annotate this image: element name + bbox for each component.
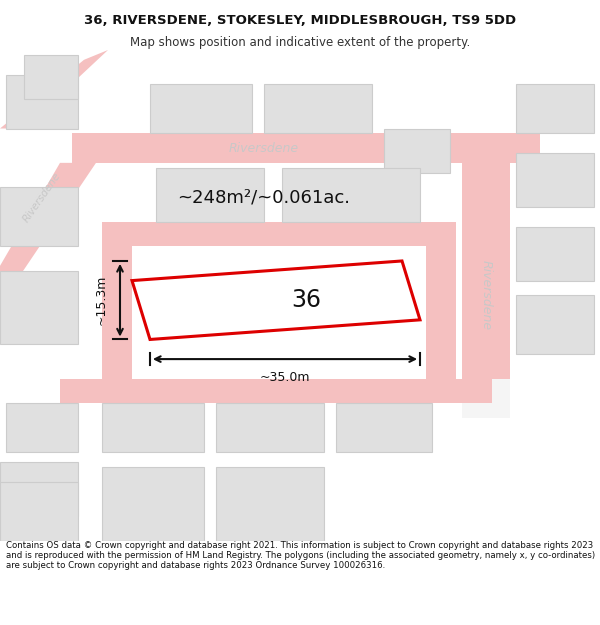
Polygon shape: [0, 163, 96, 305]
Polygon shape: [264, 84, 372, 133]
Polygon shape: [516, 153, 594, 207]
Polygon shape: [336, 403, 432, 452]
Polygon shape: [0, 188, 78, 246]
Polygon shape: [462, 148, 510, 418]
Text: Map shows position and indicative extent of the property.: Map shows position and indicative extent…: [130, 36, 470, 49]
Text: ~35.0m: ~35.0m: [260, 371, 310, 384]
Polygon shape: [516, 84, 594, 133]
Text: Riversdene: Riversdene: [229, 142, 299, 154]
Polygon shape: [516, 227, 594, 281]
Polygon shape: [72, 133, 540, 163]
Polygon shape: [24, 55, 78, 99]
Polygon shape: [156, 168, 264, 222]
Text: ~248m²/~0.061ac.: ~248m²/~0.061ac.: [178, 188, 350, 206]
Polygon shape: [6, 403, 78, 452]
Polygon shape: [462, 379, 510, 418]
Polygon shape: [516, 295, 594, 354]
Text: 36, RIVERSDENE, STOKESLEY, MIDDLESBROUGH, TS9 5DD: 36, RIVERSDENE, STOKESLEY, MIDDLESBROUGH…: [84, 14, 516, 27]
Polygon shape: [0, 462, 78, 516]
Polygon shape: [102, 467, 204, 541]
Polygon shape: [0, 482, 78, 541]
Polygon shape: [102, 246, 132, 379]
Polygon shape: [150, 84, 252, 133]
Text: Contains OS data © Crown copyright and database right 2021. This information is : Contains OS data © Crown copyright and d…: [6, 541, 595, 571]
Polygon shape: [0, 50, 108, 129]
Text: Riversdene: Riversdene: [21, 171, 63, 224]
Polygon shape: [60, 379, 492, 403]
Polygon shape: [102, 403, 204, 452]
Wedge shape: [462, 379, 510, 418]
Text: ~15.3m: ~15.3m: [95, 275, 108, 326]
Text: 36: 36: [291, 288, 321, 312]
Text: Riversdene: Riversdene: [479, 260, 493, 331]
Polygon shape: [102, 222, 456, 246]
Polygon shape: [426, 246, 456, 379]
Polygon shape: [6, 74, 78, 129]
Polygon shape: [384, 129, 450, 173]
Polygon shape: [216, 403, 324, 452]
Polygon shape: [216, 467, 324, 541]
Polygon shape: [0, 271, 78, 344]
Polygon shape: [282, 168, 420, 222]
